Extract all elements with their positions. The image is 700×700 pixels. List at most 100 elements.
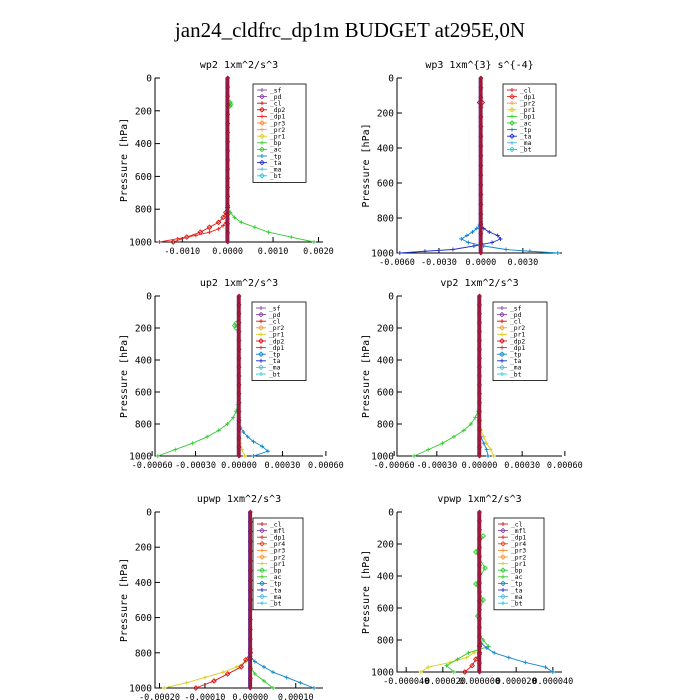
legend-marker	[501, 561, 505, 566]
x-tick-label: 0.00000	[232, 693, 268, 700]
legend-label: _tp	[270, 581, 282, 588]
x-tick-label: -0.000020	[420, 677, 466, 687]
legend-marker	[509, 133, 515, 140]
legend-label: _tp	[510, 352, 522, 359]
data-point	[242, 657, 249, 663]
legend-label: _bt	[270, 173, 282, 180]
data-point	[476, 571, 483, 577]
data-point	[225, 193, 231, 199]
data-point	[488, 447, 493, 452]
data-point	[476, 355, 483, 361]
y-tick-label: 0	[388, 508, 394, 519]
data-point	[555, 251, 560, 255]
data-point	[476, 642, 483, 648]
legend-marker	[500, 372, 504, 376]
legend-label: _pr1	[520, 107, 535, 114]
legend-marker	[500, 527, 506, 534]
legend-marker	[510, 140, 514, 145]
legend-label: _dp1	[511, 535, 526, 542]
data-point	[236, 311, 242, 317]
legend-label: _ta	[270, 587, 282, 594]
legend-marker	[258, 311, 264, 318]
data-point	[476, 329, 483, 335]
data-point	[260, 444, 265, 449]
data-point	[247, 636, 253, 642]
data-point	[426, 447, 431, 452]
legend-label: _cl	[269, 319, 281, 326]
data-point	[225, 102, 231, 108]
legend-label: _mfl	[511, 528, 526, 535]
x-tick-label: -0.0010	[164, 247, 200, 257]
series-line-pr1	[163, 651, 251, 689]
data-point	[245, 434, 250, 439]
legend-marker	[509, 146, 515, 153]
data-point	[466, 650, 471, 655]
series-line-dp1	[157, 398, 240, 457]
data-point	[225, 212, 231, 218]
legend-marker	[499, 311, 505, 318]
legend-marker	[259, 319, 263, 324]
legend-label: _bt	[511, 601, 523, 608]
data-point	[484, 646, 489, 650]
data-point	[225, 111, 231, 117]
legend-marker	[259, 567, 265, 574]
data-point	[234, 664, 239, 669]
data-point	[225, 139, 231, 145]
data-point	[236, 400, 242, 406]
legend-label: _tp	[270, 153, 282, 160]
data-point	[476, 409, 483, 415]
data-point	[478, 211, 484, 217]
legend-marker	[500, 567, 506, 574]
legend-marker	[259, 345, 263, 350]
legend-marker	[259, 540, 265, 547]
legend-label: _sf	[270, 87, 282, 94]
data-point	[225, 93, 231, 99]
chart-panel-1: wp2 1xm^2/s^3 0 200 400 600 800 1000 -0.0010 0.0…	[119, 60, 334, 257]
x-tick-label: -0.00030	[175, 461, 216, 471]
data-point	[225, 148, 231, 154]
data-point	[190, 441, 195, 446]
data-point	[550, 670, 555, 674]
legend-label: _cl	[511, 521, 523, 528]
data-point	[480, 597, 487, 603]
legend-label: _pr1	[511, 561, 526, 568]
legend-label: _dp2	[269, 338, 284, 345]
legend-label: _ta	[269, 358, 281, 365]
legend-label: _dp1	[270, 535, 285, 542]
legend-marker	[259, 593, 265, 600]
data-point	[478, 192, 484, 198]
x-tick-label: 0.00000	[221, 461, 257, 471]
data-point	[471, 244, 476, 248]
data-point	[476, 382, 483, 388]
data-point	[478, 114, 484, 120]
data-point	[478, 124, 484, 130]
data-point	[247, 577, 253, 583]
legend-marker	[260, 561, 264, 566]
data-point	[476, 589, 483, 595]
data-point	[247, 656, 253, 662]
chart-panel-5: upwp 1xm^2/s^3 0 200 400 600 800 1000-0.00020-…	[119, 494, 323, 700]
legend-marker	[260, 535, 264, 540]
y-tick-label: 1000	[129, 238, 152, 249]
legend-label: _ta	[510, 358, 522, 365]
data-point	[543, 665, 548, 670]
data-point	[247, 597, 253, 603]
legend-marker	[258, 351, 264, 358]
chart-panel-4: vp2 1xm^2/s^3 0 200 400 600 800 1000-0.00060 -0…	[361, 278, 583, 471]
y-tick-label: 200	[135, 543, 152, 554]
legend-label: _pr1	[510, 332, 525, 339]
data-point	[236, 302, 242, 308]
data-point	[155, 454, 160, 458]
y-axis-label: Pressure [hPa]	[361, 334, 372, 418]
y-tick-label: 600	[135, 172, 152, 183]
data-point	[476, 293, 483, 299]
legend-marker	[259, 133, 265, 140]
data-point	[211, 678, 217, 684]
y-tick-label: 200	[135, 106, 152, 117]
data-point	[247, 538, 253, 544]
series-line-tp	[479, 638, 554, 673]
legend-marker	[501, 548, 505, 553]
legend-label: _bp	[270, 140, 282, 147]
chart-panel-3: up2 1xm^2/s^3 0 200 400 600 800 1000-0.00060 -0…	[119, 278, 344, 471]
legend-label: _ma	[510, 365, 522, 372]
